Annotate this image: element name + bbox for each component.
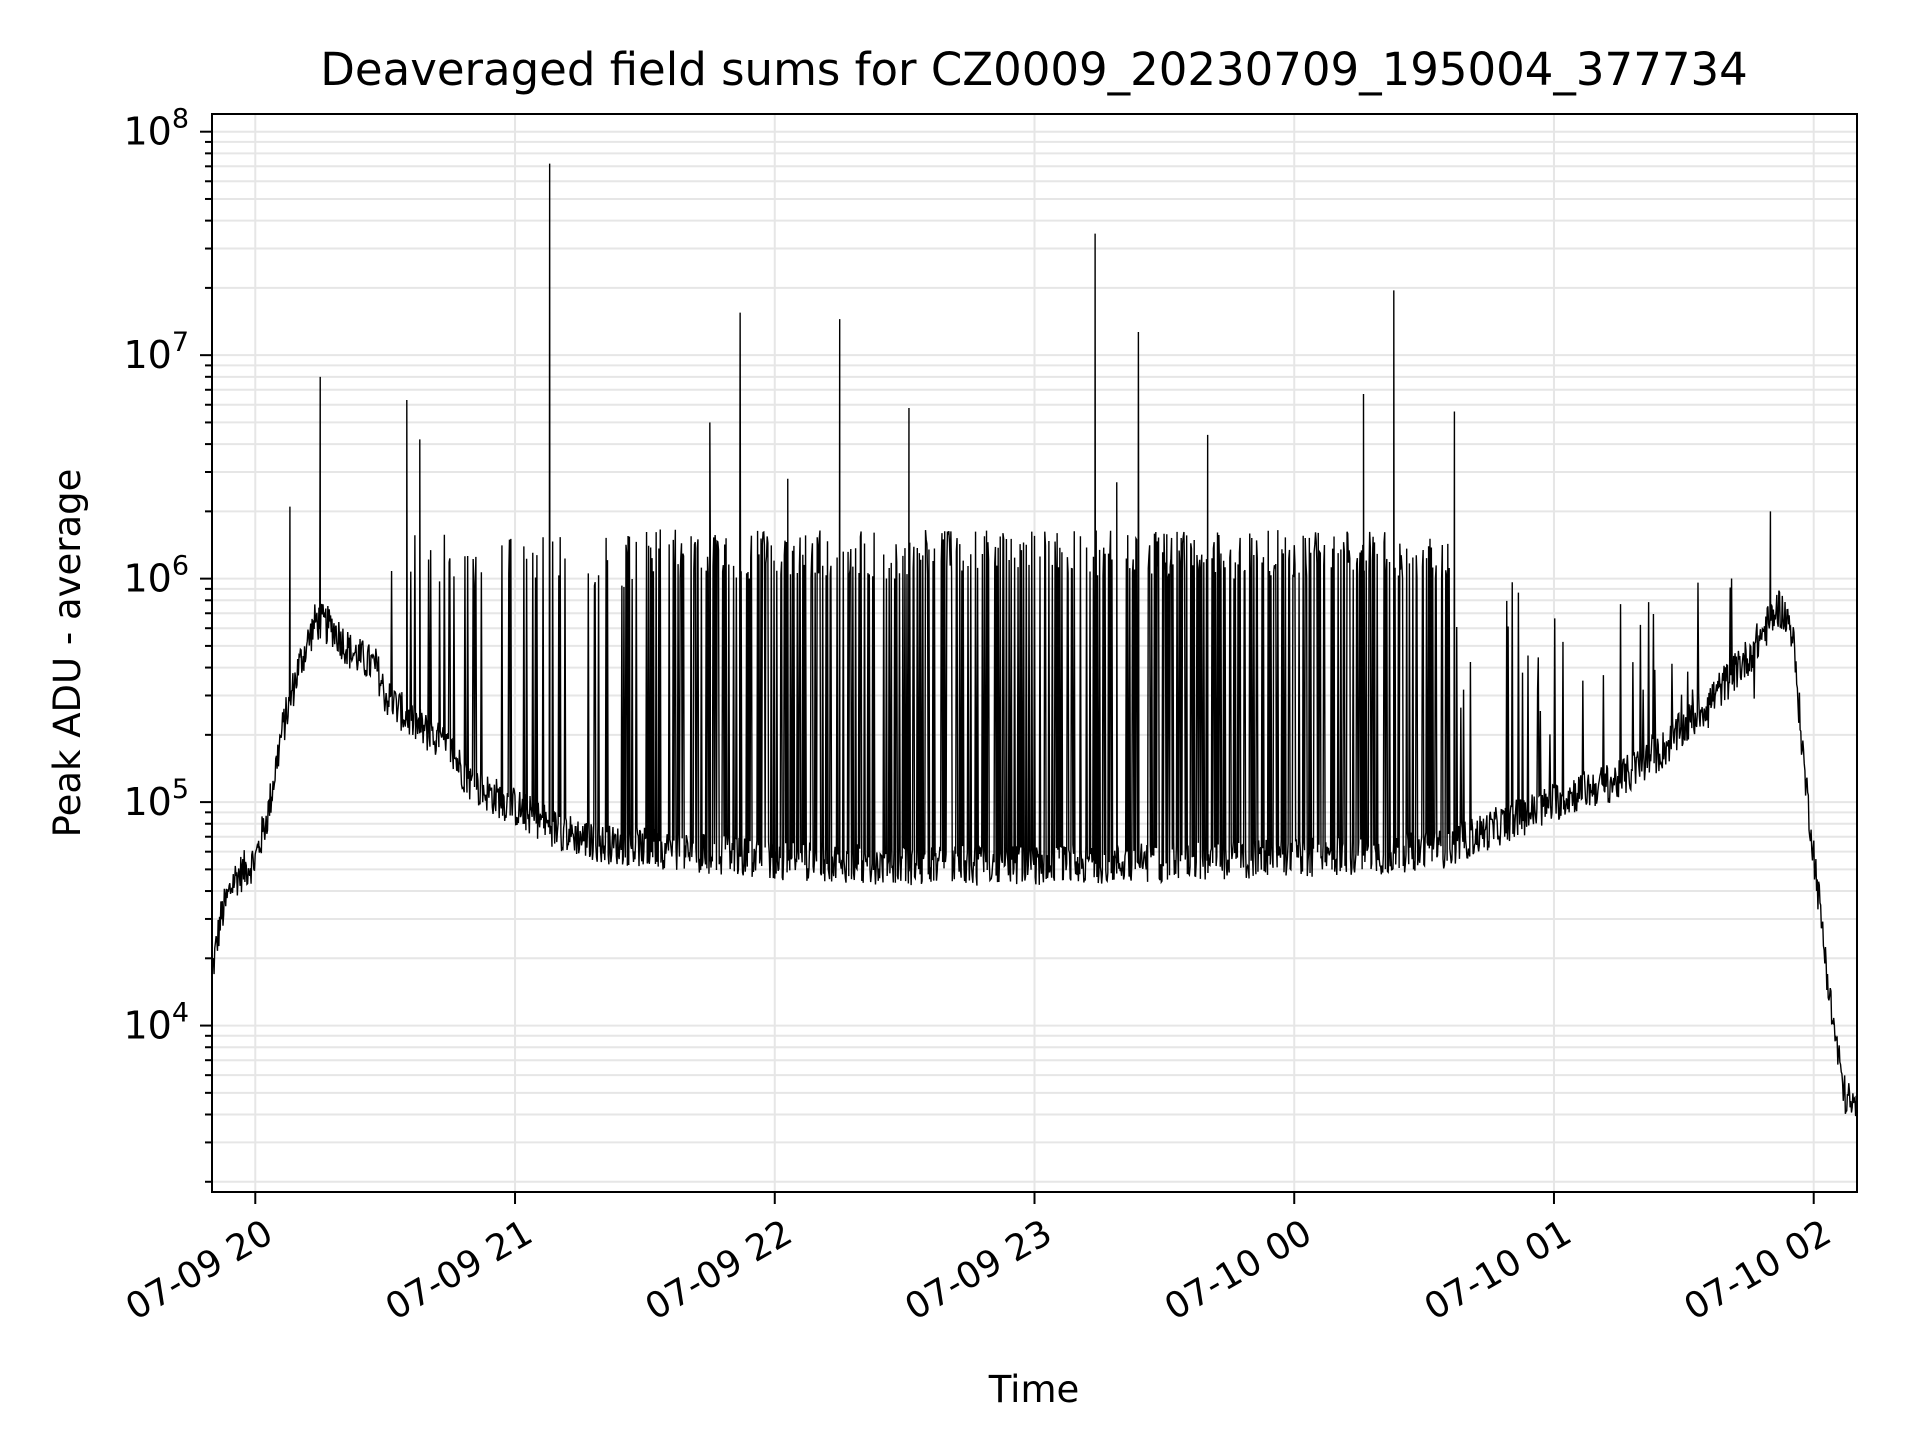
data-series	[212, 163, 1857, 1117]
y-tick-label: 108	[123, 104, 189, 154]
series-line	[212, 163, 1857, 1117]
chart-title: Deaveraged field sums for CZ0009_2023070…	[320, 43, 1747, 96]
x-axis-label: Time	[988, 1368, 1080, 1411]
x-tick-label: 07-09 22	[639, 1212, 800, 1328]
y-tick-label: 104	[123, 998, 189, 1048]
y-tick-label: 107	[123, 327, 189, 377]
x-tick-label: 07-10 00	[1158, 1212, 1319, 1328]
x-tick-label: 07-09 23	[898, 1212, 1059, 1328]
y-axis-label: Peak ADU - average	[46, 469, 89, 838]
x-tick-label: 07-10 02	[1678, 1212, 1839, 1328]
y-tick-label: 105	[123, 774, 189, 824]
x-tick-label: 07-09 21	[379, 1212, 540, 1328]
y-tick-label: 106	[123, 551, 189, 601]
x-tick-label: 07-10 01	[1418, 1212, 1579, 1328]
x-tick-label: 07-09 20	[119, 1212, 280, 1328]
